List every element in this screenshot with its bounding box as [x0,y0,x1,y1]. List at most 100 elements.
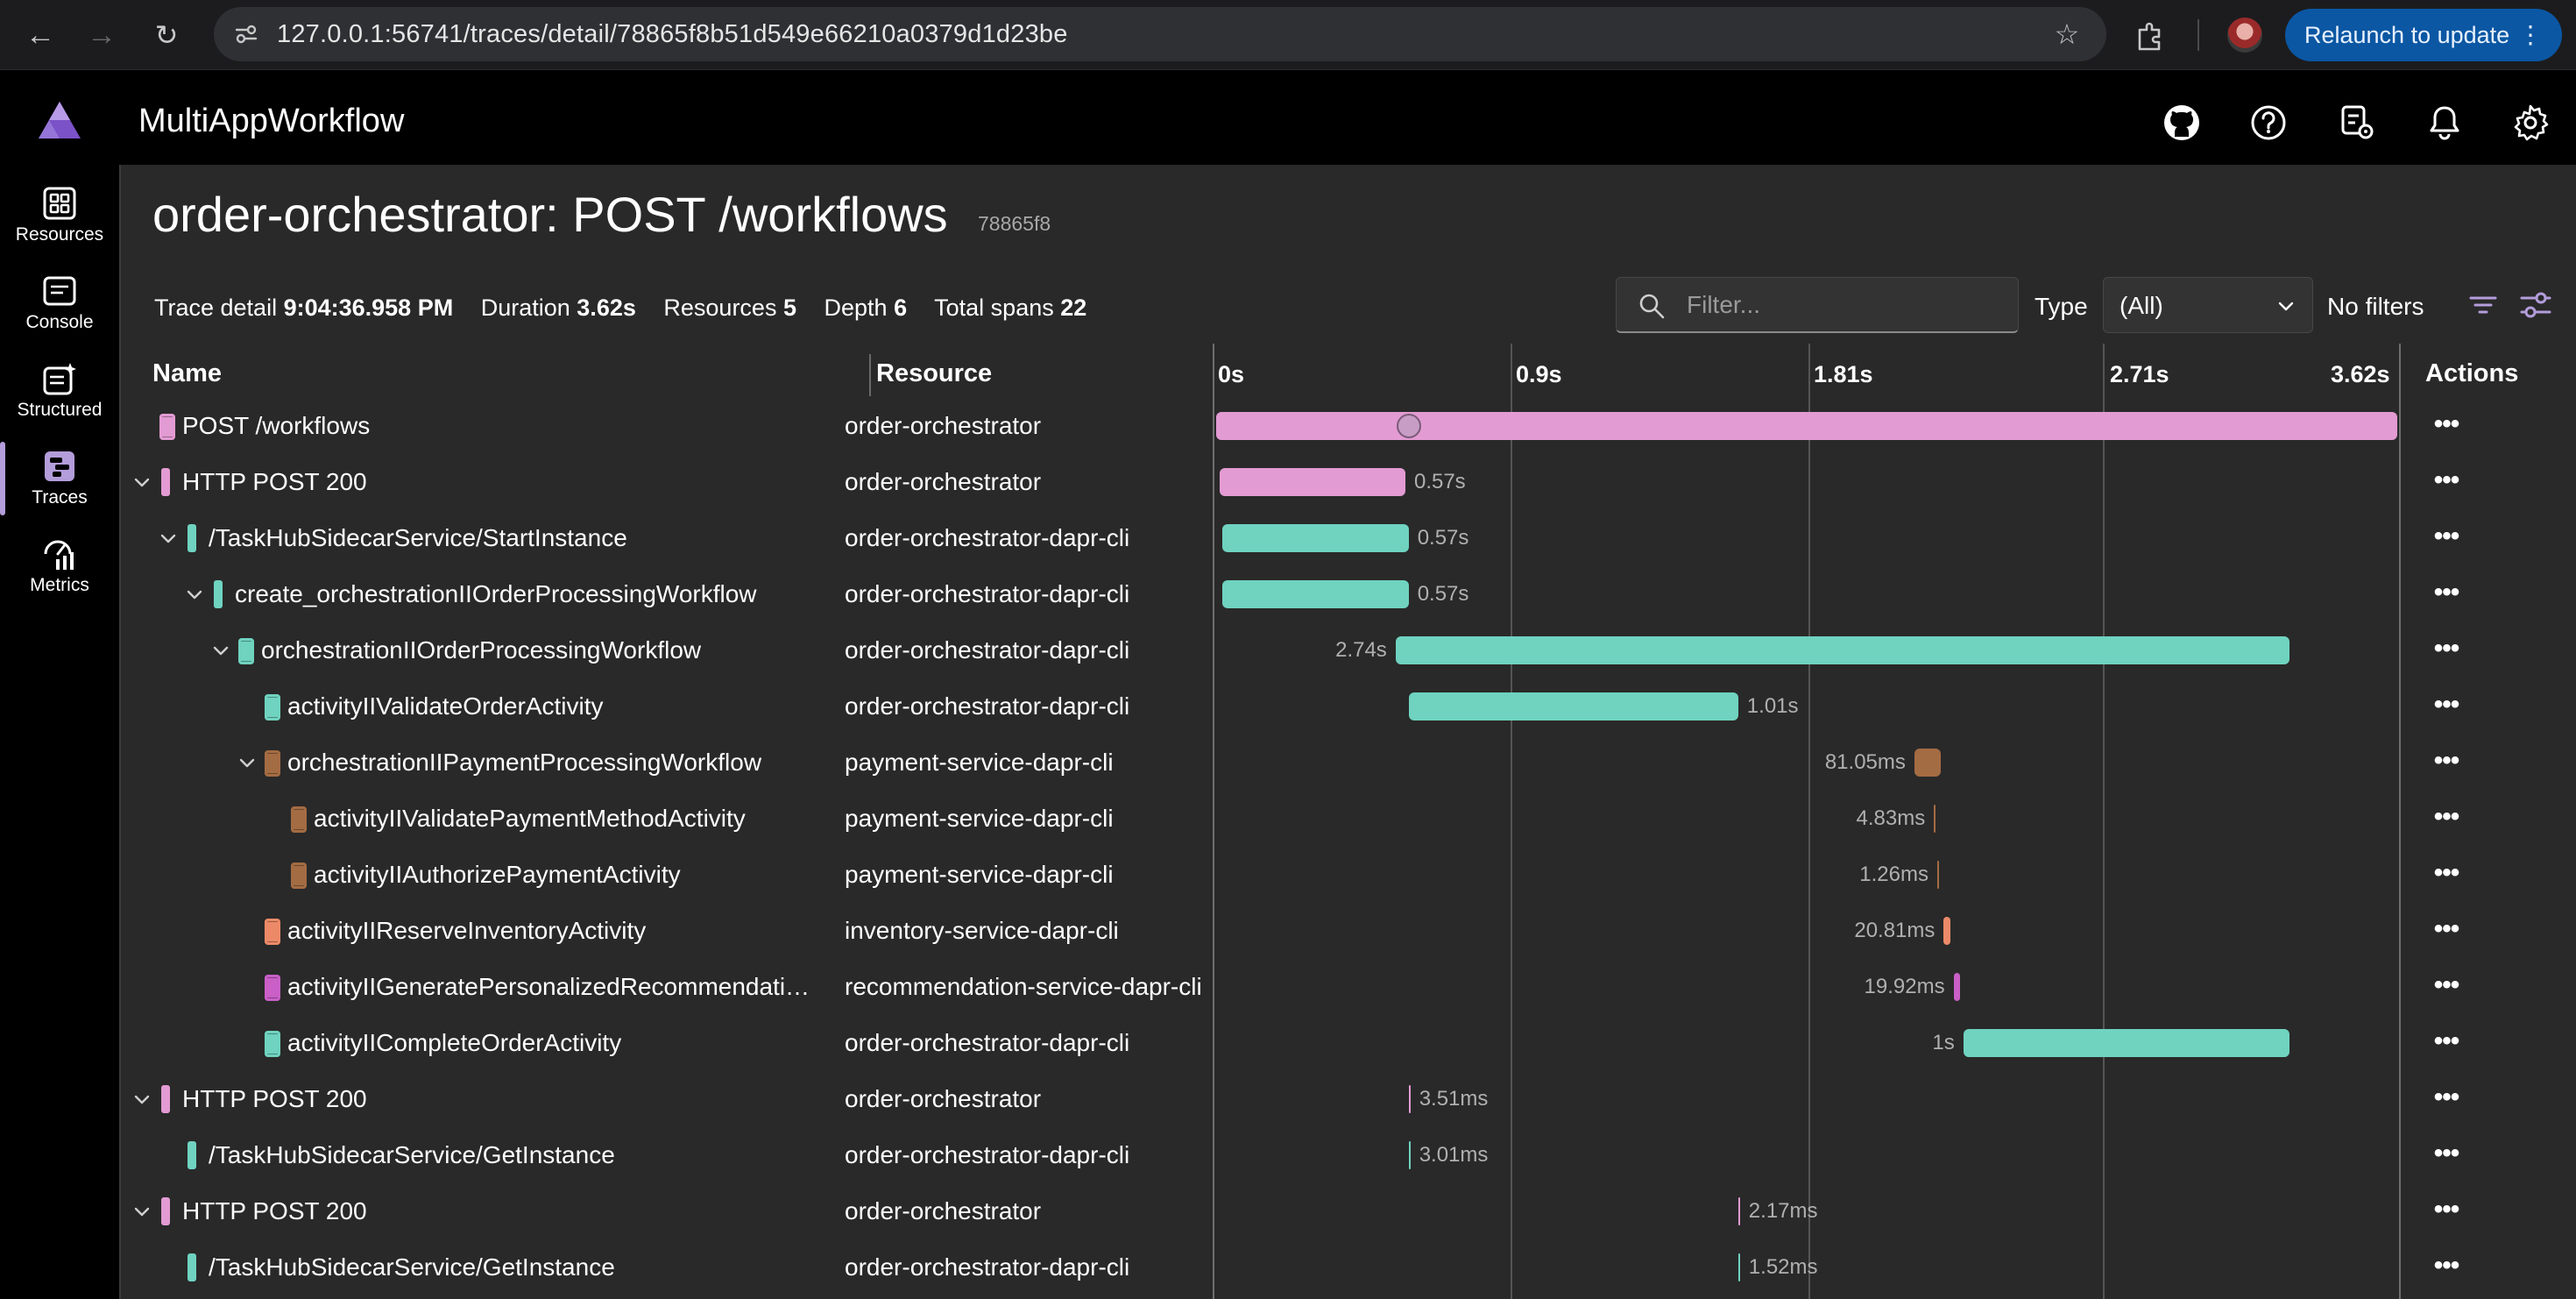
span-row[interactable]: activityIIValidatePaymentMethodActivity p… [121,791,2576,847]
more-vert-icon[interactable]: ⋮ [2518,21,2543,48]
github-icon[interactable] [2162,103,2201,142]
span-row[interactable]: activityIIAuthorizePaymentActivity paymen… [121,847,2576,903]
more-actions-icon[interactable]: ••• [2433,1139,2460,1168]
column-resize-handle[interactable] [869,354,871,396]
notifications-bell-icon[interactable] [2425,103,2464,142]
url-text[interactable]: 127.0.0.1:56741/traces/detail/78865f8b51… [277,20,1068,48]
span-row[interactable]: activityIIGeneratePersonalizedRecommenda… [121,959,2576,1015]
more-actions-icon[interactable]: ••• [2433,858,2460,887]
span-duration-bar[interactable] [1219,468,1405,496]
timeline-gridline [2399,344,2401,1299]
span-name: activityIIReserveInventoryActivity [287,917,647,944]
span-duration-bar[interactable] [1943,917,1951,945]
forward-icon[interactable]: → [87,18,117,52]
span-duration-tick[interactable] [1408,1085,1411,1113]
trace-id-badge: 78865f8 [978,212,1051,235]
span-duration-tick[interactable] [1737,1197,1740,1225]
chevron-down-icon[interactable] [158,528,179,549]
span-row[interactable]: orchestrationIIOrderProcessingWorkflow or… [121,622,2576,678]
span-resource: order-orchestrator [845,1197,1042,1224]
nav-item-console[interactable]: Console [0,263,119,347]
span-duration-bar[interactable] [1395,636,2290,664]
grid-header: Name Resource Actions [152,351,2576,396]
nav-item-traces[interactable]: Traces [0,438,119,522]
more-actions-icon[interactable]: ••• [2433,409,2460,438]
more-actions-icon[interactable]: ••• [2433,746,2460,775]
help-icon[interactable] [2249,103,2288,142]
aspire-logo-icon[interactable] [37,100,82,140]
more-actions-icon[interactable]: ••• [2433,690,2460,719]
chevron-down-icon[interactable] [131,1089,152,1110]
filter-input[interactable] [1687,278,2002,332]
filter-field[interactable] [1616,277,2019,333]
column-header-resource[interactable]: Resource [876,359,993,387]
span-row[interactable]: /TaskHubSidecarService/GetInstance order-… [121,1239,2576,1295]
span-row[interactable]: HTTP POST 200 order-orchestrator 0.57s ••• [121,454,2576,510]
server-span-icon [159,414,175,440]
nav-item-resources[interactable]: Resources [0,175,119,259]
span-duration-tick[interactable] [1934,805,1936,833]
span-duration-bar[interactable] [1953,973,1960,1001]
span-duration-bar[interactable] [1914,749,1942,777]
more-actions-icon[interactable]: ••• [2433,1251,2460,1280]
more-actions-icon[interactable]: ••• [2433,914,2460,943]
nav-item-structured[interactable]: Structured [0,351,119,435]
span-duration-label: 3.51ms [1419,1087,1489,1111]
profile-avatar[interactable] [2227,18,2262,53]
span-duration-bar[interactable] [1963,1029,2290,1057]
span-duration-tick[interactable] [1936,861,1939,889]
settings-gear-icon[interactable] [2511,103,2550,142]
span-duration-bar[interactable] [1222,580,1409,608]
type-select[interactable]: (All) [2103,277,2313,333]
span-event-marker[interactable] [1397,414,1421,438]
more-actions-icon[interactable]: ••• [2433,1026,2460,1055]
bookmark-star-icon[interactable]: ☆ [2054,18,2080,50]
chevron-down-icon[interactable] [131,472,152,493]
more-actions-icon[interactable]: ••• [2433,634,2460,663]
span-duration-bar[interactable] [1408,692,1738,720]
back-icon[interactable]: ← [25,18,55,52]
chevron-down-icon[interactable] [131,1201,152,1222]
chevron-down-icon[interactable] [184,584,205,605]
site-settings-icon[interactable] [233,21,259,47]
extensions-icon[interactable] [2133,18,2168,53]
server-span-icon [265,1031,280,1057]
span-row[interactable]: /TaskHubSidecarService/GetInstance order-… [121,1127,2576,1183]
more-actions-icon[interactable]: ••• [2433,970,2460,999]
nav-label-traces: Traces [32,487,88,508]
span-duration-tick[interactable] [1737,1253,1740,1281]
span-row[interactable]: orchestrationIIPaymentProcessingWorkflow… [121,735,2576,791]
more-actions-icon[interactable]: ••• [2433,1082,2460,1111]
span-color-bar [188,1253,196,1281]
filter-lines-icon[interactable] [2466,287,2501,323]
chevron-down-icon[interactable] [237,752,258,773]
nav-item-metrics[interactable]: Metrics [0,526,119,610]
more-actions-icon[interactable]: ••• [2433,802,2460,831]
span-duration-bar[interactable] [1222,524,1409,552]
address-bar[interactable]: 127.0.0.1:56741/traces/detail/78865f8b51… [214,7,2106,61]
settings-person-icon[interactable] [2338,103,2376,142]
span-duration-label: 19.92ms [1864,975,1945,998]
span-duration-bar[interactable] [1216,412,2397,440]
reload-icon[interactable]: ↻ [154,19,179,51]
span-row[interactable]: HTTP POST 200 order-orchestrator 3.51ms ••• [121,1071,2576,1127]
span-row[interactable]: /TaskHubSidecarService/StartInstance orde… [121,510,2576,566]
span-resource: payment-service-dapr-cli [845,861,1114,888]
filter-settings-icon[interactable] [2518,287,2553,323]
span-row[interactable]: POST /workflows order-orchestrator ••• [121,398,2576,454]
more-actions-icon[interactable]: ••• [2433,465,2460,494]
more-actions-icon[interactable]: ••• [2433,522,2460,550]
span-row[interactable]: activityIIReserveInventoryActivity invent… [121,903,2576,959]
span-row[interactable]: activityIIValidateOrderActivity order-orc… [121,678,2576,735]
span-row[interactable]: HTTP POST 200 order-orchestrator 2.17ms ••• [121,1183,2576,1239]
relaunch-button[interactable]: Relaunch to update ⋮ [2285,9,2562,61]
column-header-name[interactable]: Name [152,359,222,387]
more-actions-icon[interactable]: ••• [2433,1195,2460,1224]
span-duration-tick[interactable] [1408,1141,1411,1169]
chevron-down-icon[interactable] [210,640,231,661]
timeline-gridline [1213,344,1214,1299]
span-row[interactable]: activityIICompleteOrderActivity order-orc… [121,1015,2576,1071]
span-resource: recommendation-service-dapr-cli [845,973,1202,1000]
span-row[interactable]: create_orchestrationIIOrderProcessingWor… [121,566,2576,622]
more-actions-icon[interactable]: ••• [2433,578,2460,607]
